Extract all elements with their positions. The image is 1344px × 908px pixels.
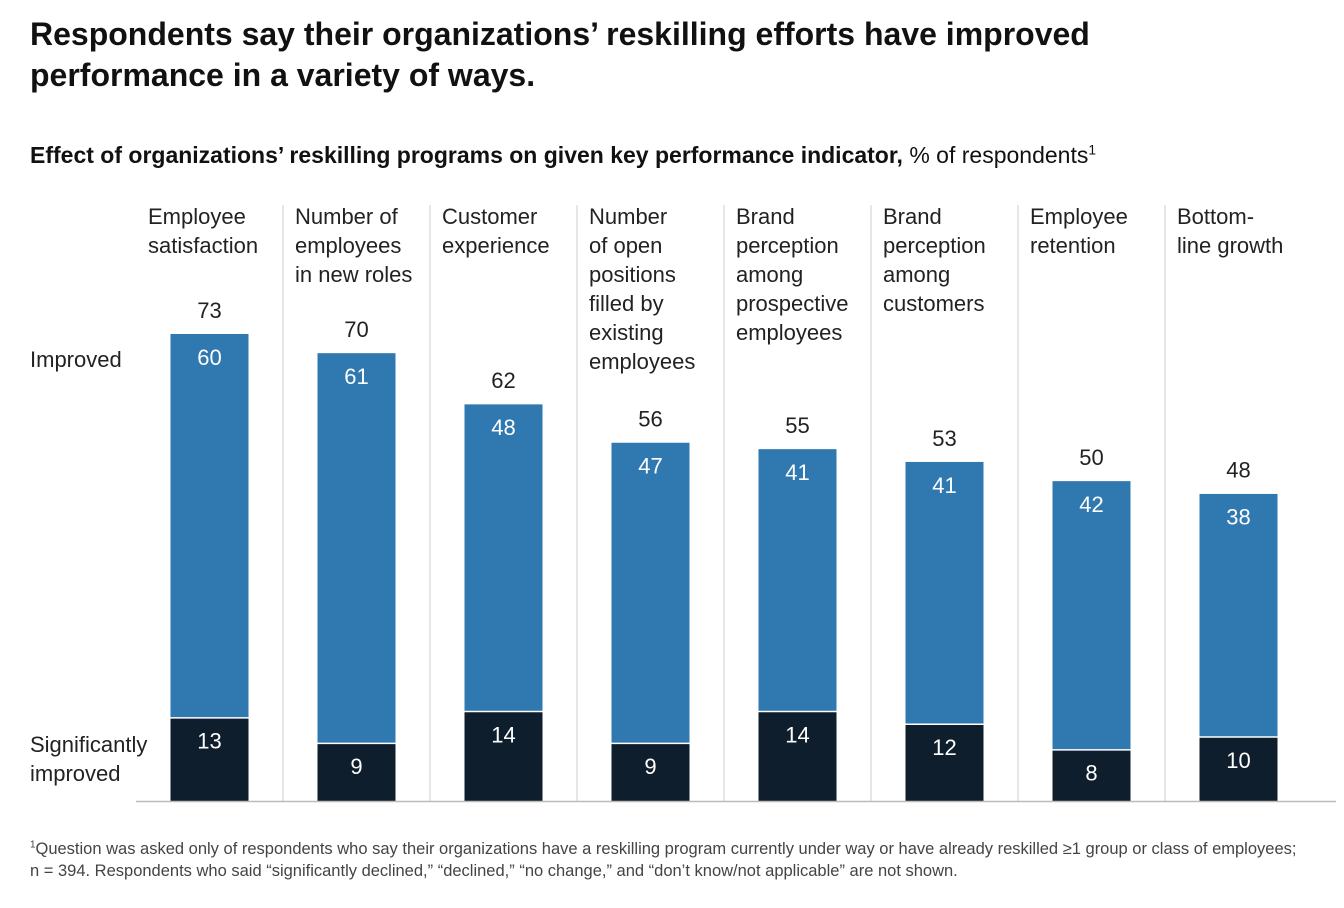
value-label: 9 (350, 754, 362, 779)
value-label: 60 (197, 345, 221, 370)
total-label: 56 (638, 407, 662, 432)
note-marker: 1 (30, 839, 36, 851)
category-label: Employee retention (1030, 204, 1128, 258)
bar-segment (611, 743, 690, 801)
subtitle: Effect of organizations’ reskilling prog… (30, 142, 903, 168)
value-label: 47 (638, 454, 662, 479)
bar-segment (317, 353, 396, 744)
total-label: 53 (932, 426, 956, 451)
bar-segment (905, 461, 984, 725)
bar-segment (464, 711, 543, 801)
value-label: 41 (785, 460, 809, 485)
legend-label: Improved (30, 347, 122, 372)
bar-segment (464, 404, 543, 712)
category-label: Bottom- line growth (1177, 204, 1284, 258)
total-label: 70 (344, 317, 368, 342)
bar-segment (170, 717, 249, 801)
value-label: 12 (932, 735, 956, 760)
chart-title: Respondents say their organizations’ res… (30, 16, 1090, 93)
total-label: 50 (1079, 445, 1103, 470)
category-label: Brand perception among customers (883, 204, 986, 316)
bar-segment (1199, 737, 1278, 801)
value-label: 10 (1226, 748, 1250, 773)
bar-segment (1199, 493, 1278, 738)
note-marker: 1 (1088, 142, 1097, 158)
bar-segment (1052, 481, 1131, 750)
footnote-block: 1Question was asked only of respondents … (30, 838, 1300, 882)
value-label: 42 (1079, 492, 1103, 517)
value-label: 14 (785, 722, 809, 747)
subtitle-block: Effect of organizations’ reskilling prog… (30, 142, 1096, 169)
value-label: 48 (491, 415, 515, 440)
total-label: 48 (1226, 458, 1250, 483)
bar-segment (1052, 749, 1131, 801)
total-label: 73 (197, 298, 221, 323)
category-label: Number of open positions filled by exist… (589, 204, 696, 374)
legend-label: Significantly improved (30, 732, 148, 786)
bar-segment (170, 334, 249, 718)
value-label: 41 (932, 473, 956, 498)
value-label: 9 (644, 754, 656, 779)
bar-segment (317, 743, 396, 801)
bar-segment (758, 449, 837, 712)
bar-segment (611, 442, 690, 744)
category-label: Number of employees in new roles (295, 204, 413, 287)
footnote: Question was asked only of respondents w… (30, 840, 1297, 880)
bar-segment (758, 711, 837, 801)
total-label: 55 (785, 413, 809, 438)
total-label: 62 (491, 368, 515, 393)
unit: % of respondents (909, 142, 1089, 168)
category-label: Employee satisfaction (148, 204, 259, 258)
category-label: Brand perception among prospective emplo… (736, 204, 849, 345)
category-label: Customer experience (442, 204, 550, 258)
value-label: 14 (491, 722, 515, 747)
value-label: 38 (1226, 505, 1250, 530)
bar-segment (905, 724, 984, 801)
value-label: 61 (344, 364, 368, 389)
value-label: 8 (1085, 761, 1097, 786)
value-label: 13 (197, 729, 221, 754)
